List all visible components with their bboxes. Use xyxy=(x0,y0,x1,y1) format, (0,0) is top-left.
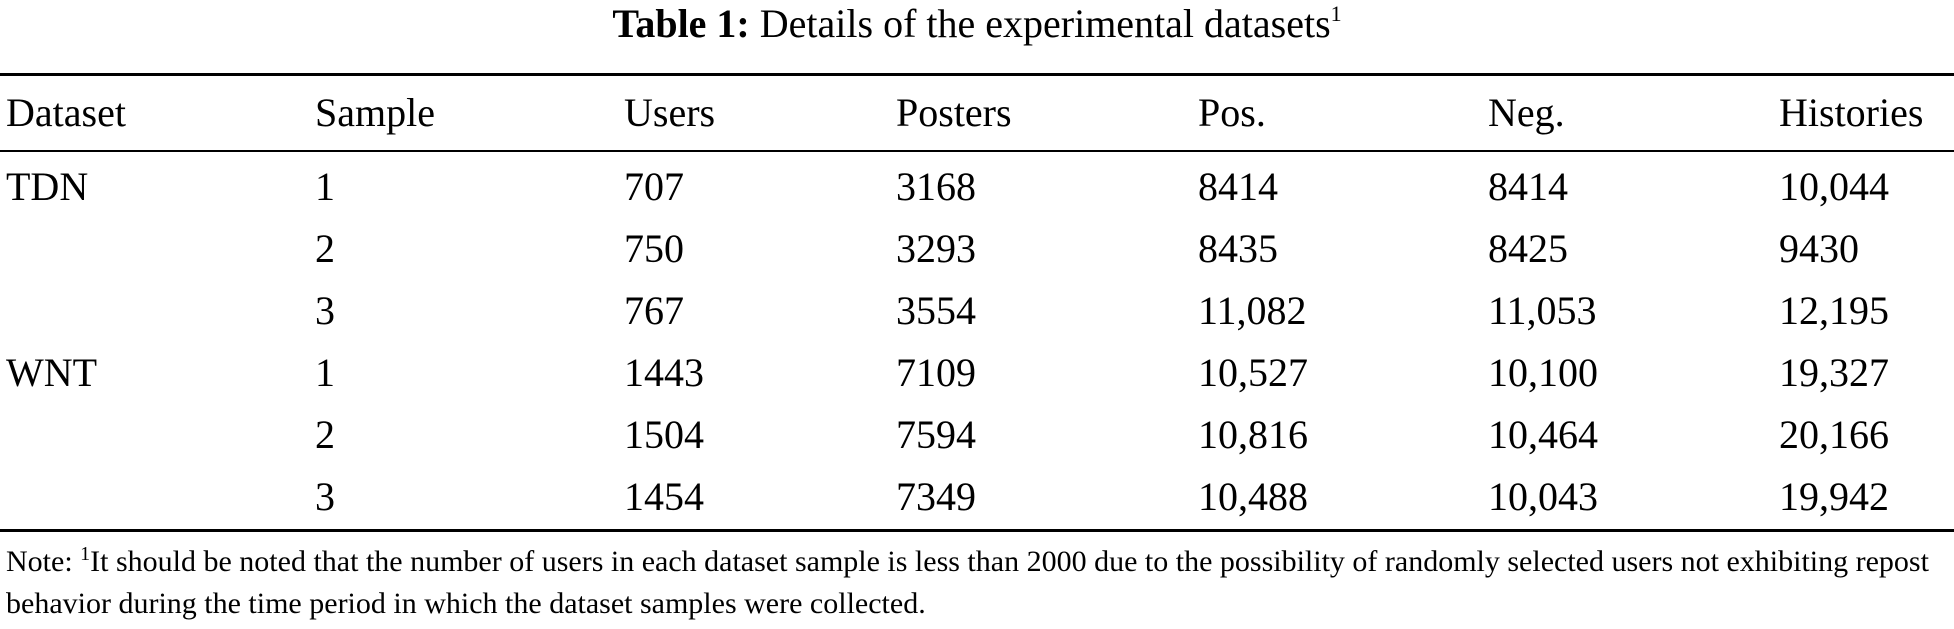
cell-users: 1504 xyxy=(624,412,704,457)
column-header-neg: Neg. xyxy=(1488,90,1565,135)
cell-sample: 3 xyxy=(315,474,335,519)
column-header-dataset: Dataset xyxy=(6,90,126,135)
table-row: 3 767 3554 11,082 11,053 12,195 xyxy=(0,282,1954,344)
table-row: 3 1454 7349 10,488 10,043 19,942 xyxy=(0,468,1954,530)
cell-dataset: TDN xyxy=(6,164,89,209)
cell-users: 1443 xyxy=(624,350,704,395)
cell-posters: 3293 xyxy=(896,226,976,271)
cell-sample: 1 xyxy=(315,350,335,395)
table-header-row: Dataset Sample Users Posters Pos. Neg. Histori… xyxy=(0,80,1954,146)
cell-users: 750 xyxy=(624,226,684,271)
cell-sample: 2 xyxy=(315,226,335,271)
bottom-rule xyxy=(0,529,1954,532)
cell-neg: 8425 xyxy=(1488,226,1568,271)
cell-posters: 7594 xyxy=(896,412,976,457)
cell-pos: 10,488 xyxy=(1198,474,1308,519)
cell-neg: 10,100 xyxy=(1488,350,1598,395)
table-caption: Table 1: Details of the experimental dat… xyxy=(0,0,1954,48)
cell-dataset: WNT xyxy=(6,350,98,395)
note-prefix: Note: xyxy=(6,545,73,578)
cell-histories: 12,195 xyxy=(1779,288,1889,333)
column-header-sample: Sample xyxy=(315,90,435,135)
cell-pos: 8414 xyxy=(1198,164,1278,209)
cell-histories: 19,327 xyxy=(1779,350,1889,395)
table-row: 2 1504 7594 10,816 10,464 20,166 xyxy=(0,406,1954,468)
cell-neg: 8414 xyxy=(1488,164,1568,209)
cell-users: 767 xyxy=(624,288,684,333)
note-text: It should be noted that the number of us… xyxy=(6,545,1929,620)
cell-pos: 8435 xyxy=(1198,226,1278,271)
caption-footnote-mark: 1 xyxy=(1330,1,1342,26)
cell-pos: 11,082 xyxy=(1198,288,1307,333)
header-rule xyxy=(0,150,1954,152)
cell-pos: 10,816 xyxy=(1198,412,1308,457)
table-note: Note: 1It should be noted that the numbe… xyxy=(6,541,1951,625)
cell-sample: 3 xyxy=(315,288,335,333)
column-header-users: Users xyxy=(624,90,716,135)
column-header-posters: Posters xyxy=(896,90,1012,135)
cell-neg: 10,043 xyxy=(1488,474,1598,519)
table-row: 2 750 3293 8435 8425 9430 xyxy=(0,220,1954,282)
cell-users: 1454 xyxy=(624,474,704,519)
cell-neg: 10,464 xyxy=(1488,412,1598,457)
cell-histories: 10,044 xyxy=(1779,164,1889,209)
cell-histories: 20,166 xyxy=(1779,412,1889,457)
table-row: TDN 1 707 3168 8414 8414 10,044 xyxy=(0,158,1954,220)
cell-neg: 11,053 xyxy=(1488,288,1597,333)
cell-pos: 10,527 xyxy=(1198,350,1308,395)
cell-posters: 7349 xyxy=(896,474,976,519)
top-rule xyxy=(0,73,1954,76)
cell-histories: 9430 xyxy=(1779,226,1859,271)
cell-users: 707 xyxy=(624,164,684,209)
cell-sample: 2 xyxy=(315,412,335,457)
column-header-pos: Pos. xyxy=(1198,90,1266,135)
cell-posters: 3168 xyxy=(896,164,976,209)
cell-posters: 7109 xyxy=(896,350,976,395)
cell-sample: 1 xyxy=(315,164,335,209)
cell-histories: 19,942 xyxy=(1779,474,1889,519)
table-row: WNT 1 1443 7109 10,527 10,100 19,327 xyxy=(0,344,1954,406)
cell-posters: 3554 xyxy=(896,288,976,333)
note-footnote-mark: 1 xyxy=(80,543,91,565)
column-header-histories: Histories xyxy=(1779,90,1924,135)
caption-label: Table 1: xyxy=(612,1,750,46)
caption-text: Details of the experimental datasets xyxy=(759,1,1331,46)
